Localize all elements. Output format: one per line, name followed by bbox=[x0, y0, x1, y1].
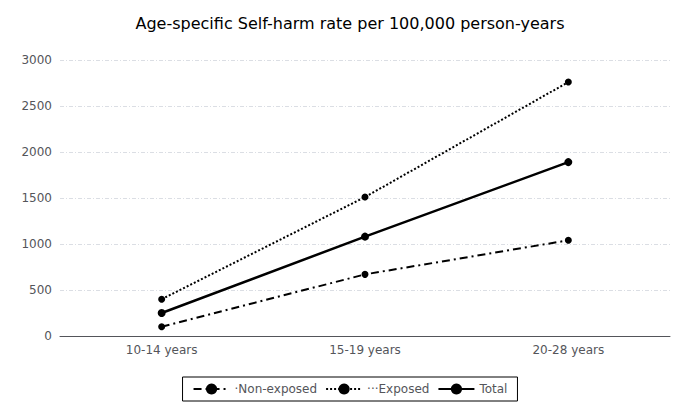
svg-text:3000: 3000 bbox=[21, 53, 52, 67]
svg-text:2500: 2500 bbox=[21, 99, 52, 113]
svg-text:1500: 1500 bbox=[21, 191, 52, 205]
svg-text:1000: 1000 bbox=[21, 237, 52, 251]
svg-text:2000: 2000 bbox=[21, 145, 52, 159]
svg-text:Total: Total bbox=[478, 382, 507, 396]
svg-text:Age-specific Self-harm rate pe: Age-specific Self-harm rate per 100,000 … bbox=[135, 14, 564, 33]
svg-text:·Non-exposed: ·Non-exposed bbox=[235, 382, 318, 396]
svg-text:20-28 years: 20-28 years bbox=[532, 343, 604, 357]
svg-text:0: 0 bbox=[44, 329, 52, 343]
svg-text:500: 500 bbox=[29, 283, 52, 297]
svg-text:···Exposed: ···Exposed bbox=[367, 382, 429, 396]
svg-text:10-14 years: 10-14 years bbox=[126, 343, 198, 357]
svg-text:15-19 years: 15-19 years bbox=[329, 343, 401, 357]
